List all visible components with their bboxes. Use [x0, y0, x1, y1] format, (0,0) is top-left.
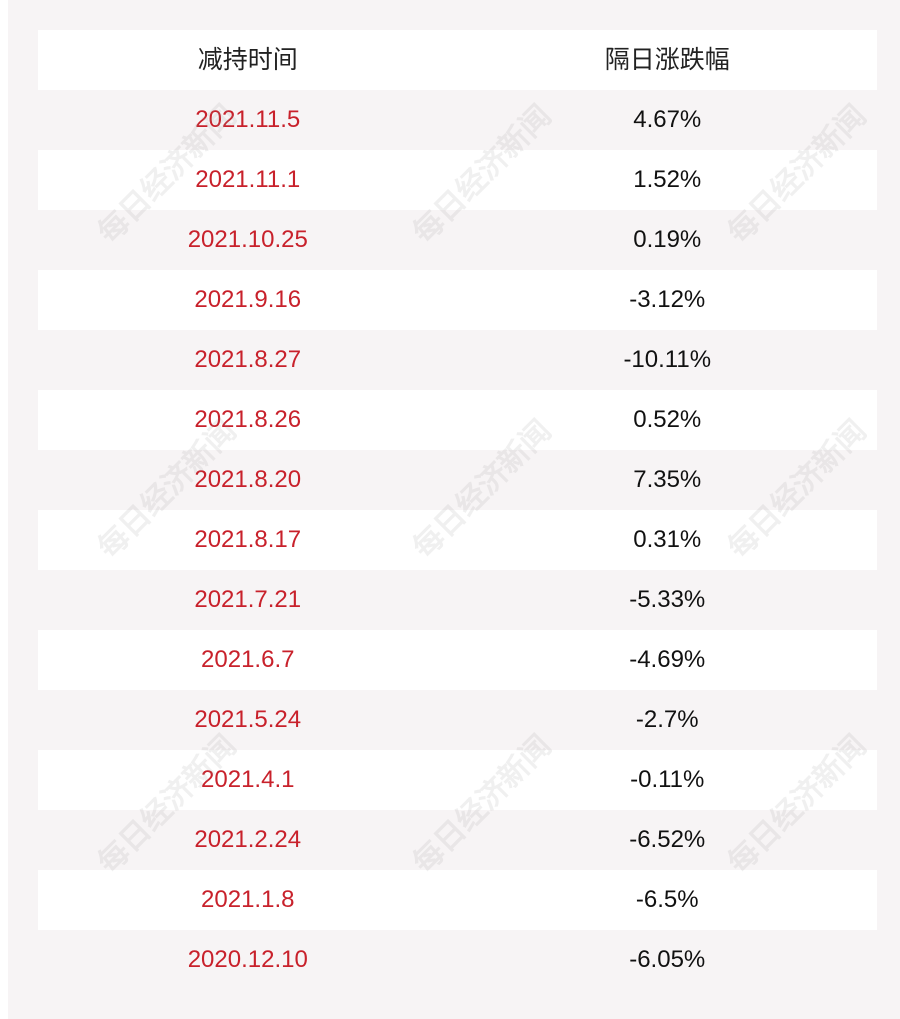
change-cell: -10.11%	[623, 346, 712, 373]
table-row: 2021.8.17 0.31%	[38, 510, 877, 570]
table-row: 2021.8.26 0.52%	[38, 390, 877, 450]
table-row: 2021.1.8 -6.5%	[38, 870, 877, 930]
header-date: 减持时间	[197, 46, 298, 74]
table-row: 2021.8.20 7.35%	[38, 450, 877, 510]
change-cell: 7.35%	[633, 466, 702, 493]
date-cell: 2021.6.7	[201, 646, 295, 673]
change-cell: 0.19%	[633, 226, 702, 253]
table-row: 2021.8.27 -10.11%	[38, 330, 877, 390]
header-change: 隔日涨跌幅	[604, 46, 730, 74]
date-cell: 2021.1.8	[201, 886, 295, 913]
date-cell: 2021.4.1	[201, 766, 295, 793]
table-row: 2021.9.16 -3.12%	[38, 270, 877, 330]
data-table: 减持时间 隔日涨跌幅 2021.11.5 4.67% 2021.11.1 1.52% 2…	[38, 30, 877, 990]
date-cell: 2021.2.24	[194, 826, 302, 853]
table-row: 2021.7.21 -5.33%	[38, 570, 877, 630]
change-cell: -6.52%	[629, 826, 706, 853]
change-cell: -2.7%	[635, 706, 699, 733]
table-row: 2021.6.7 -4.69%	[38, 630, 877, 690]
table-row: 2020.12.10 -6.05%	[38, 930, 877, 990]
change-cell: -5.33%	[629, 586, 706, 613]
table-header-row: 减持时间 隔日涨跌幅	[38, 30, 877, 90]
date-cell: 2021.11.5	[195, 106, 301, 133]
date-cell: 2021.8.20	[194, 466, 302, 493]
change-cell: -6.05%	[629, 946, 706, 973]
date-cell: 2021.10.25	[187, 226, 308, 253]
date-cell: 2021.11.1	[195, 166, 301, 193]
table-row: 2021.2.24 -6.52%	[38, 810, 877, 870]
date-cell: 2020.12.10	[187, 946, 308, 973]
date-cell: 2021.9.16	[194, 286, 302, 313]
change-cell: 1.52%	[633, 166, 702, 193]
table-row: 2021.11.1 1.52%	[38, 150, 877, 210]
date-cell: 2021.8.27	[194, 346, 302, 373]
date-cell: 2021.5.24	[194, 706, 302, 733]
table-row: 2021.10.25 0.19%	[38, 210, 877, 270]
change-cell: -6.5%	[635, 886, 699, 913]
change-cell: 4.67%	[633, 106, 702, 133]
date-cell: 2021.8.17	[194, 526, 302, 553]
change-cell: -0.11%	[630, 766, 705, 793]
date-cell: 2021.8.26	[194, 406, 302, 433]
change-cell: -4.69%	[629, 646, 706, 673]
date-cell: 2021.7.21	[194, 586, 302, 613]
change-cell: -3.12%	[629, 286, 706, 313]
table-row: 2021.5.24 -2.7%	[38, 690, 877, 750]
table-row: 2021.4.1 -0.11%	[38, 750, 877, 810]
change-cell: 0.31%	[633, 526, 702, 553]
change-cell: 0.52%	[633, 406, 702, 433]
table-row: 2021.11.5 4.67%	[38, 90, 877, 150]
